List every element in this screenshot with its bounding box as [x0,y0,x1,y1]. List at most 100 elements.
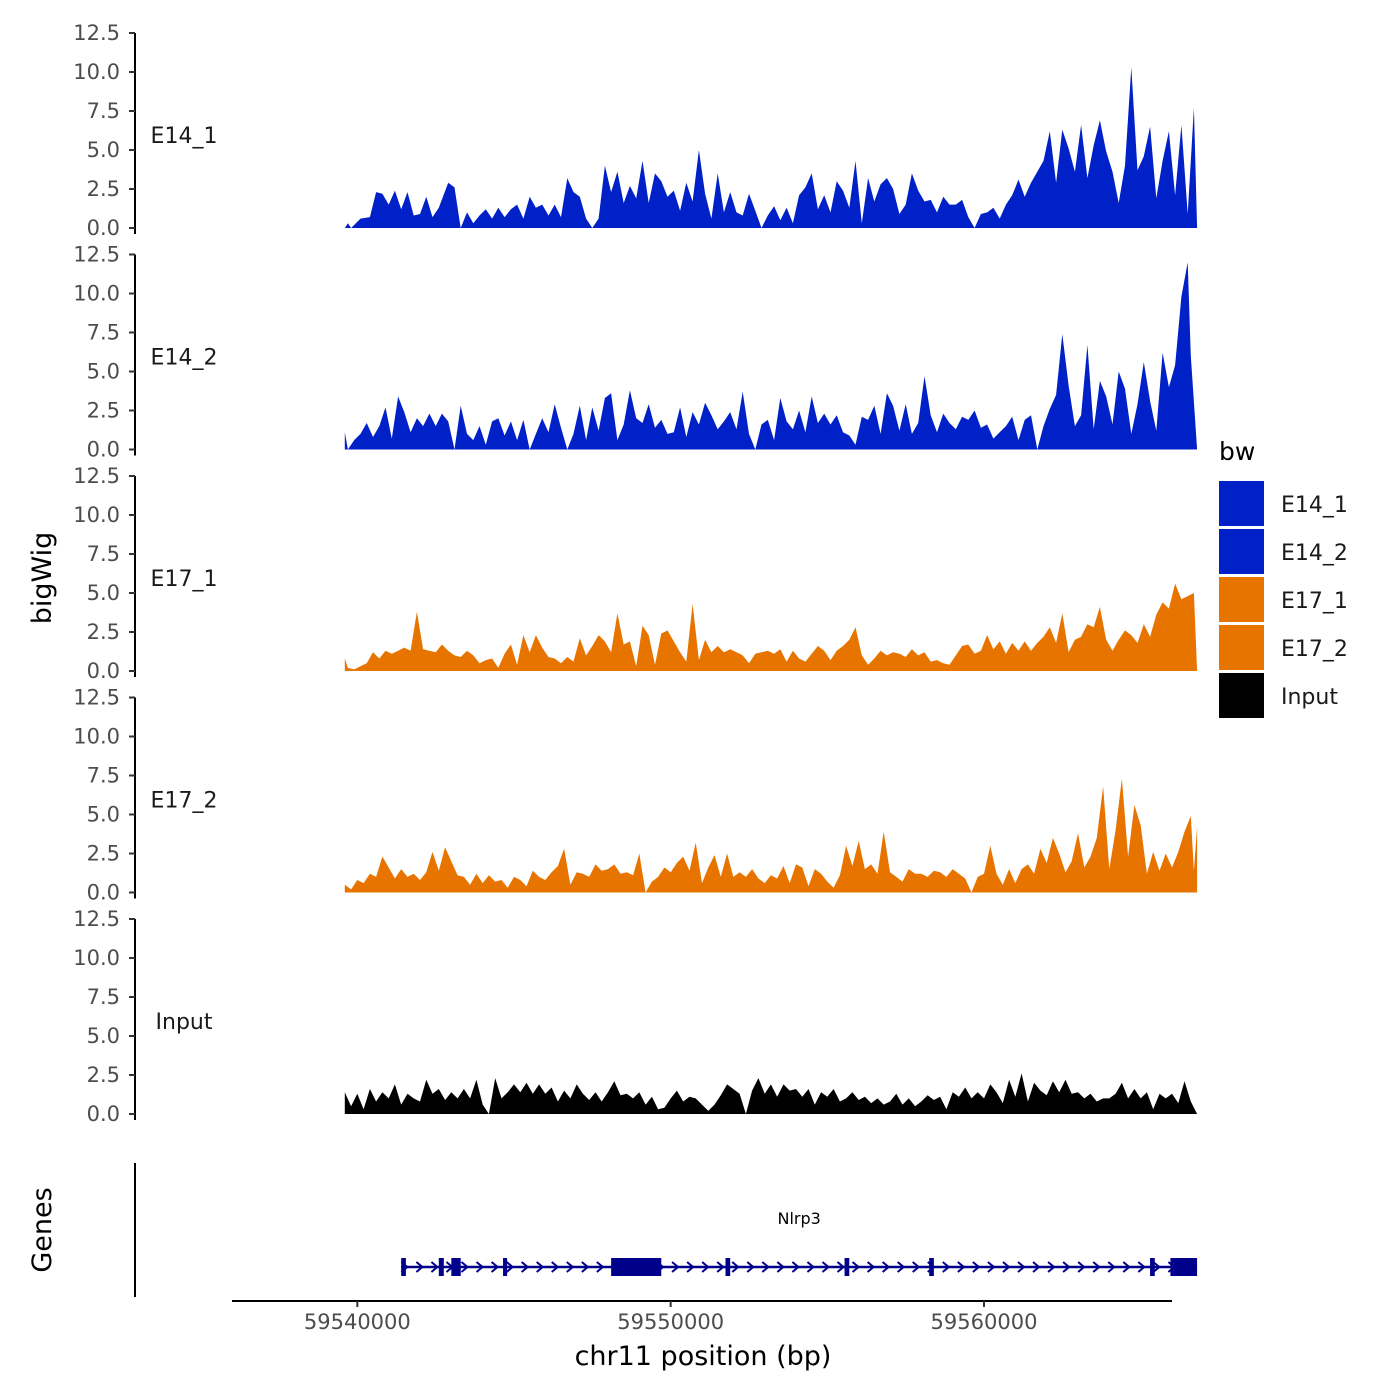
legend-swatch [1219,673,1264,718]
gene-exon [1150,1258,1155,1276]
strand-arrow [716,1261,725,1273]
track-area [344,1073,1198,1114]
y-tick-label: 7.5 [87,542,120,566]
gene-exon [929,1258,934,1276]
y-tick-label: 12.5 [73,907,120,931]
tracks-layer: 0.0 2.5 5.0 7.5 10.0 12.5 E14_1 0.0 2.5 5.0 7.5 10.… [73,21,1198,1126]
strand-arrow [551,1261,560,1273]
y-tick-label: 0.0 [87,881,120,905]
y-tick-label: 2.5 [87,177,120,201]
legend-swatch [1219,577,1264,622]
strand-arrow [851,1261,861,1273]
track-panel-e14-2: 0.0 2.5 5.0 7.5 10.0 12.5 E14_2 [73,243,1198,462]
strand-arrow [581,1261,590,1273]
y-tick-label: 5.0 [87,1024,120,1048]
gene-exon [503,1258,508,1276]
x-tick-label: 59560000 [931,1310,1038,1334]
strand-arrow [1047,1261,1056,1273]
y-tick-label: 10.0 [73,946,120,970]
strand-arrow [701,1261,710,1273]
strand-arrow [1152,1261,1161,1273]
y-tick-label: 2.5 [87,620,120,644]
strand-arrow [746,1261,755,1273]
y-tick-label: 0.0 [87,216,120,240]
gene-exon [438,1258,444,1276]
y-tick-label: 2.5 [87,842,120,866]
genes-axis-title: Genes [27,1187,58,1272]
strand-arrow [490,1261,500,1273]
y-tick-label: 10.0 [73,503,120,527]
x-axis: 59540000 59550000 59560000 [232,1300,1172,1334]
gene-exon [1170,1258,1174,1276]
y-tick-label: 5.0 [87,360,120,384]
strand-arrow [1002,1261,1011,1273]
strand-arrow [776,1261,785,1273]
strand-arrow [566,1261,575,1273]
gene-exon [844,1258,850,1276]
strand-arrow [596,1261,605,1273]
gene-exon [611,1258,662,1276]
y-tick-label: 7.5 [87,321,120,345]
strand-arrow [1017,1261,1026,1273]
strand-arrow [415,1261,424,1273]
y-tick-label: 7.5 [87,764,120,788]
y-tick-label: 10.0 [73,725,120,749]
strand-arrow [1032,1261,1041,1273]
y-tick-label: 12.5 [73,243,120,267]
strand-arrow [791,1261,800,1273]
y-tick-label: 5.0 [87,581,120,605]
track-label: Input [156,1010,213,1035]
y-tick-label: 0.0 [87,438,120,462]
legend-label: Input [1281,685,1338,710]
strand-arrow [942,1261,951,1273]
legend-swatch [1219,481,1264,526]
y-tick-label: 2.5 [87,399,120,423]
strand-arrow [1077,1261,1086,1273]
gene-exon [725,1258,731,1276]
x-tick-label: 59550000 [617,1310,724,1334]
track-panel-e17-2: 0.0 2.5 5.0 7.5 10.0 12.5 E17_2 [73,686,1198,905]
strand-arrow [671,1261,680,1273]
strand-arrow [912,1261,921,1273]
strand-arrow [897,1261,906,1273]
strand-arrow [881,1261,891,1273]
legend-title: bw [1219,437,1255,466]
track-panel-e17-1: 0.0 2.5 5.0 7.5 10.0 12.5 E17_1 [73,464,1198,683]
strand-arrow [460,1261,470,1273]
y-tick-label: 7.5 [87,99,120,123]
legend-swatch [1219,625,1264,670]
y-tick-label: 5.0 [87,138,120,162]
strand-arrow [761,1261,770,1273]
x-tick-label: 59540000 [304,1310,411,1334]
y-tick-label: 12.5 [73,21,120,45]
y-tick-label: 5.0 [87,803,120,827]
strand-arrow [806,1261,815,1273]
strand-arrow [1137,1261,1146,1273]
track-area [344,583,1198,671]
y-tick-label: 12.5 [73,686,120,710]
y-axis-title: bigWig [27,532,58,625]
legend-label: E17_1 [1281,589,1348,614]
strand-arrow [521,1261,530,1273]
track-area [344,262,1198,450]
track-label: E14_2 [151,346,218,371]
gene-exon [401,1258,406,1276]
strand-arrow [1107,1261,1116,1273]
strand-arrow [836,1261,846,1273]
track-label: E14_1 [151,124,218,149]
legend-label: E17_2 [1281,637,1348,662]
y-tick-label: 12.5 [73,464,120,488]
y-tick-label: 2.5 [87,1063,120,1087]
strand-arrow [972,1261,981,1273]
strand-arrow [987,1261,996,1273]
strand-arrow [536,1261,545,1273]
y-tick-label: 0.0 [87,659,120,683]
gene-name-label: Nlrp3 [777,1209,820,1228]
legend: E14_1 E14_2 E17_1 E17_2 Input [1219,481,1348,718]
strand-arrow [821,1261,831,1273]
strand-arrow [866,1261,876,1273]
genes-track: Nlrp3 [134,1163,1198,1297]
gene-exon [451,1258,461,1276]
legend-swatch [1219,529,1264,574]
